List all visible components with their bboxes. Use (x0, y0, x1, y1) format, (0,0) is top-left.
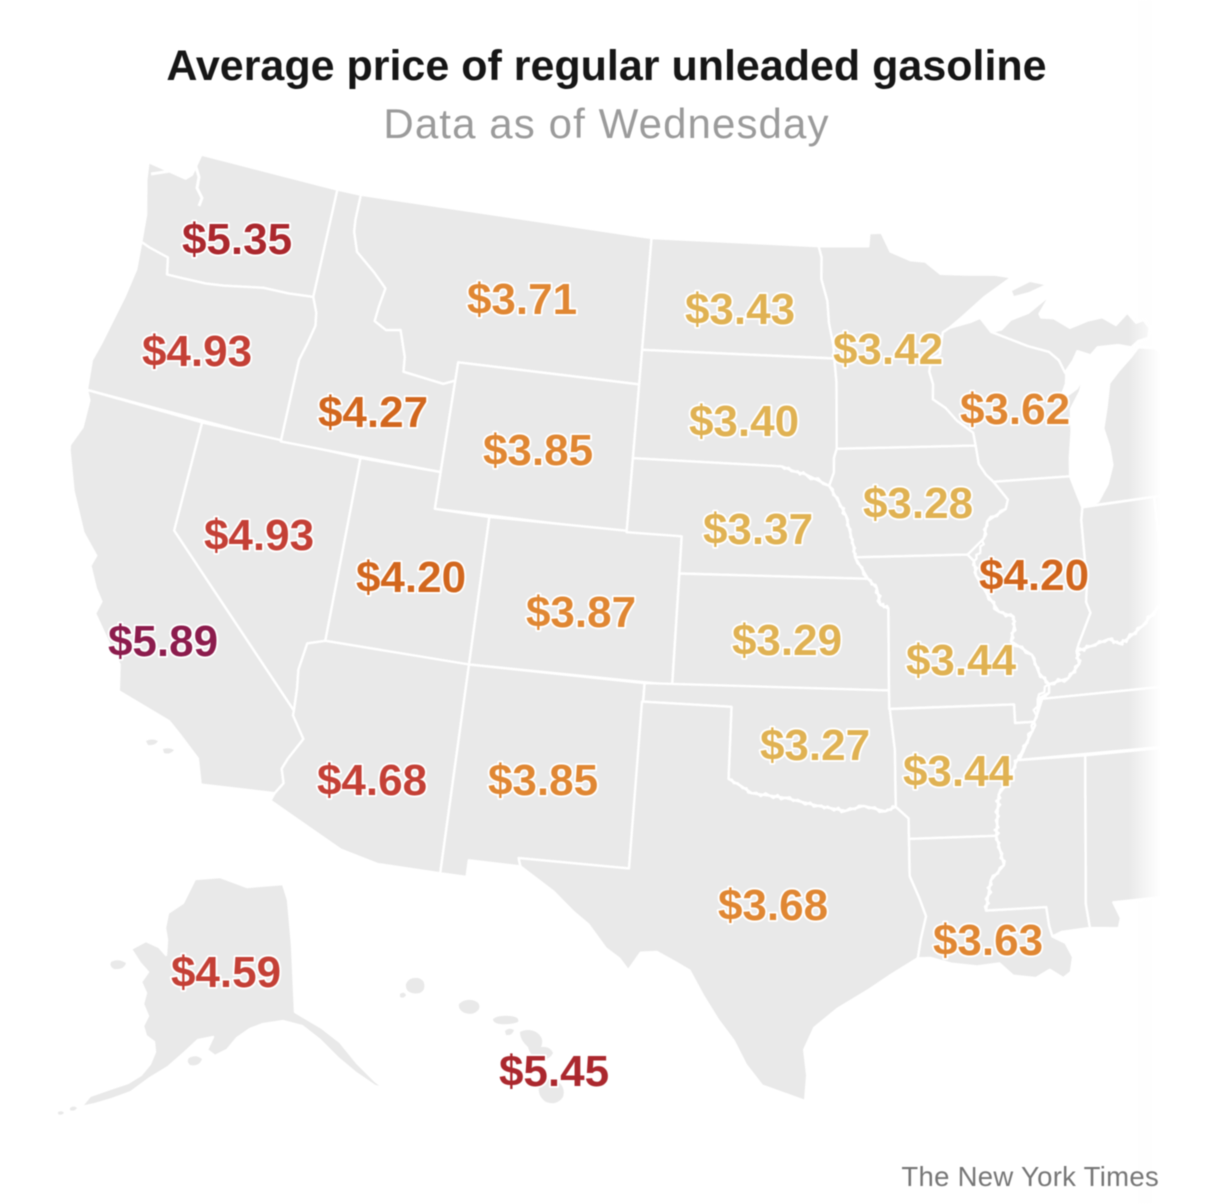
svg-text:$4.59: $4.59 (171, 948, 281, 997)
svg-text:$4.93: $4.93 (204, 511, 314, 560)
svg-text:$3.37: $3.37 (703, 505, 813, 554)
svg-text:$3.29: $3.29 (732, 616, 842, 665)
svg-text:$3.44: $3.44 (906, 636, 1017, 685)
svg-text:$3.43: $3.43 (685, 285, 795, 334)
svg-text:$3.44: $3.44 (903, 747, 1014, 796)
svg-text:$3.68: $3.68 (718, 881, 828, 930)
svg-text:$3.85: $3.85 (488, 756, 598, 805)
svg-text:$5.35: $5.35 (182, 215, 292, 264)
svg-text:$3.63: $3.63 (933, 916, 1043, 965)
svg-text:$3.42: $3.42 (833, 325, 943, 374)
svg-text:$3.71: $3.71 (467, 275, 577, 324)
svg-text:$4.93: $4.93 (142, 327, 252, 376)
svg-text:$3.27: $3.27 (760, 721, 870, 770)
svg-text:$4.27: $4.27 (318, 388, 428, 437)
svg-text:$4.20: $4.20 (979, 551, 1089, 600)
svg-text:$4.68: $4.68 (317, 756, 427, 805)
svg-text:$3.40: $3.40 (689, 397, 799, 446)
svg-text:$5.89: $5.89 (108, 617, 218, 666)
svg-text:$3.85: $3.85 (483, 426, 593, 475)
svg-text:$4.20: $4.20 (356, 553, 466, 602)
svg-text:$5.45: $5.45 (499, 1047, 609, 1096)
svg-text:$3.87: $3.87 (526, 588, 636, 637)
svg-text:$3.28: $3.28 (863, 479, 973, 528)
svg-text:$3.62: $3.62 (960, 385, 1070, 434)
